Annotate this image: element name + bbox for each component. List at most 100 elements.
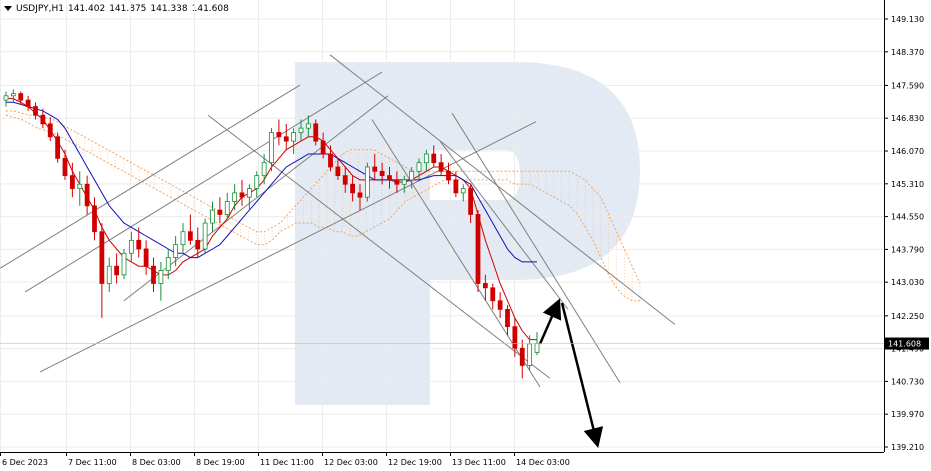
candle-body: [497, 300, 503, 310]
watermark-logo: [295, 62, 640, 405]
candle-body: [357, 192, 363, 198]
candle-body: [254, 175, 260, 189]
trend-line: [207, 114, 551, 379]
candle-body: [453, 179, 459, 194]
candle-body: [379, 170, 385, 177]
candle-body: [416, 162, 422, 172]
candle-body: [232, 192, 238, 202]
cloud-span-b: [5, 114, 640, 302]
candle-body: [364, 166, 370, 198]
candle-body: [128, 239, 134, 254]
y-tick-label: 144.550: [891, 213, 924, 222]
forecast-arrows: [538, 298, 604, 448]
trend-line: [329, 54, 676, 325]
trend-line: [371, 119, 541, 388]
candle-body: [527, 343, 533, 366]
candle-body: [165, 257, 171, 271]
x-tick-label: 12 Dec 19:00: [388, 458, 442, 467]
candle-body: [143, 248, 149, 267]
candle-body: [25, 99, 31, 107]
x-tick-label: 8 Dec 03:00: [132, 458, 181, 467]
candle-body: [33, 106, 38, 116]
candle-body: [217, 209, 223, 215]
high-value: 141.875: [109, 4, 147, 14]
trend-lines[interactable]: [0, 54, 676, 388]
candle-body: [387, 175, 392, 181]
candle-body: [55, 136, 61, 159]
trend-line: [24, 71, 383, 293]
candle-body: [298, 127, 304, 133]
cloud-span-a: [6, 110, 641, 284]
y-tick-label: 146.070: [891, 147, 924, 156]
current-price-label: 141.608: [888, 340, 921, 349]
x-tick-label: 7 Dec 11:00: [68, 458, 117, 467]
low-value: 141.338: [150, 4, 188, 14]
candle-body: [431, 153, 437, 164]
candle-body: [99, 231, 105, 284]
candle-body: [482, 283, 488, 289]
candle-body: [446, 170, 451, 181]
candle-body: [320, 140, 326, 155]
candle-body: [490, 287, 496, 302]
y-tick-label: 145.310: [891, 180, 924, 189]
candle-body: [276, 132, 282, 138]
y-tick-label: 142.250: [891, 312, 924, 321]
symbol-label: USDJPY,H1: [16, 4, 64, 14]
y-tick-label: 140.730: [891, 377, 924, 386]
candle-body: [92, 205, 97, 233]
candle-body: [121, 252, 127, 276]
candle-body: [534, 343, 540, 353]
y-tick-label: 146.830: [891, 114, 924, 123]
candle-body: [401, 179, 407, 185]
candle-body: [202, 222, 208, 250]
candle-body: [210, 209, 215, 224]
x-tick-label: 11 Dec 11:00: [260, 458, 314, 467]
candle-body: [342, 175, 348, 185]
candle-body: [512, 326, 518, 349]
candle-body: [350, 183, 356, 194]
candle-body: [394, 179, 400, 185]
candle-body: [519, 347, 525, 366]
x-tick-label: 12 Dec 03:00: [324, 458, 378, 467]
candle-body: [47, 123, 53, 138]
candle-body: [328, 153, 333, 168]
current-price-tag: [885, 337, 929, 350]
chart-header: USDJPY,H1 141.402 141.875 141.338 141.608: [4, 4, 233, 14]
candle-body: [40, 114, 46, 125]
candle-body: [10, 93, 16, 97]
candle-body: [409, 170, 415, 181]
candle-body: [106, 265, 112, 284]
y-tick-label: 139.210: [891, 443, 924, 452]
x-tick-label: 14 Dec 03:00: [516, 458, 570, 467]
candle-body: [180, 231, 186, 246]
candle-body: [475, 214, 481, 284]
candle-body: [335, 166, 341, 177]
candle-body: [77, 183, 83, 189]
dropdown-triangle-icon[interactable]: [4, 6, 12, 11]
candle-body: [269, 132, 274, 164]
candle-body: [224, 201, 230, 215]
candle-body: [283, 136, 289, 142]
candle-body: [261, 162, 267, 177]
watermark-shape: [295, 62, 640, 405]
candle-body: [372, 166, 378, 172]
open-value: 141.402: [67, 4, 106, 14]
arrow-up: [538, 298, 562, 345]
y-tick-label: 139.970: [891, 410, 924, 419]
y-tick-label: 147.590: [891, 81, 924, 90]
y-tick-label: 143.790: [891, 245, 924, 254]
candle-body: [246, 188, 252, 198]
y-tick-label: 149.130: [891, 15, 924, 24]
y-tick-label: 148.370: [891, 48, 924, 57]
x-tick-label: 13 Dec 11:00: [452, 458, 506, 467]
candle-body: [151, 265, 156, 284]
candles: [3, 89, 540, 379]
candle-body: [187, 231, 193, 241]
close-value: 141.608: [191, 4, 229, 14]
trend-line: [0, 84, 301, 269]
candle-body: [84, 183, 90, 207]
candle-body: [173, 244, 179, 258]
candle-body: [62, 157, 68, 177]
